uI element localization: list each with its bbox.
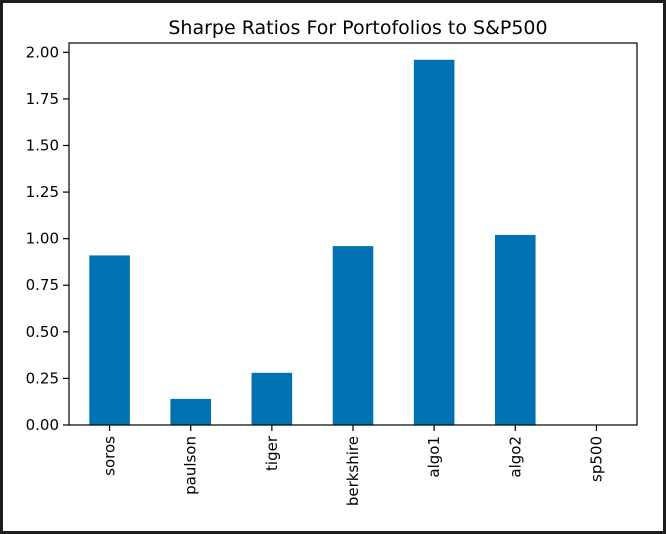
bar-tiger	[251, 372, 293, 425]
x-tick-label: algo2	[506, 436, 524, 478]
bar-chart: Sharpe Ratios For Portofolios to S&P500 …	[26, 17, 638, 506]
y-tick-label: 1.75	[26, 90, 59, 108]
x-tick-label: sp500	[587, 436, 605, 482]
x-axis: soros paulson tiger berkshire algo1 algo2 sp50…	[101, 425, 605, 506]
x-tick-label: soros	[101, 436, 119, 476]
y-tick-label: 2.00	[26, 43, 59, 61]
y-tick-label: 1.00	[26, 230, 59, 248]
x-tick-label: berkshire	[344, 436, 362, 506]
x-tick-label: tiger	[263, 435, 281, 471]
y-tick-label: 0.25	[26, 369, 59, 387]
bar-paulson	[170, 398, 211, 425]
y-tick-label: 1.50	[26, 136, 59, 154]
x-tick-label: algo1	[425, 436, 443, 478]
chart-title: Sharpe Ratios For Portofolios to S&P500	[168, 17, 547, 39]
bar-algo1	[413, 59, 455, 426]
bar-soros	[89, 255, 130, 425]
y-axis: 0.00 0.25 0.50 0.75 1.00 1.25 1.50 1.75 2.00	[26, 43, 69, 434]
y-tick-label: 0.50	[26, 323, 59, 341]
bar-berkshire	[332, 246, 374, 425]
x-tick-label: paulson	[182, 436, 200, 495]
y-tick-label: 0.75	[26, 276, 59, 294]
bars-group	[89, 59, 536, 426]
bar-algo2	[495, 234, 536, 425]
plot-border	[68, 42, 638, 426]
y-tick-label: 0.00	[26, 416, 59, 434]
y-tick-label: 1.25	[26, 183, 59, 201]
